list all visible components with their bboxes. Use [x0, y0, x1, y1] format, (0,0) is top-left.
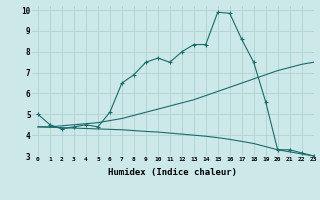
- X-axis label: Humidex (Indice chaleur): Humidex (Indice chaleur): [108, 168, 237, 177]
